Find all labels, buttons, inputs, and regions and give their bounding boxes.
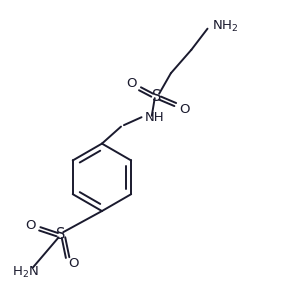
- Text: S: S: [152, 89, 161, 104]
- Text: O: O: [68, 257, 78, 270]
- Text: O: O: [126, 77, 136, 90]
- Text: S: S: [56, 227, 65, 242]
- Text: NH$_2$: NH$_2$: [212, 19, 238, 34]
- Text: O: O: [179, 103, 189, 116]
- Text: NH: NH: [144, 111, 164, 124]
- Text: O: O: [26, 219, 36, 232]
- Text: H$_2$N: H$_2$N: [12, 265, 39, 280]
